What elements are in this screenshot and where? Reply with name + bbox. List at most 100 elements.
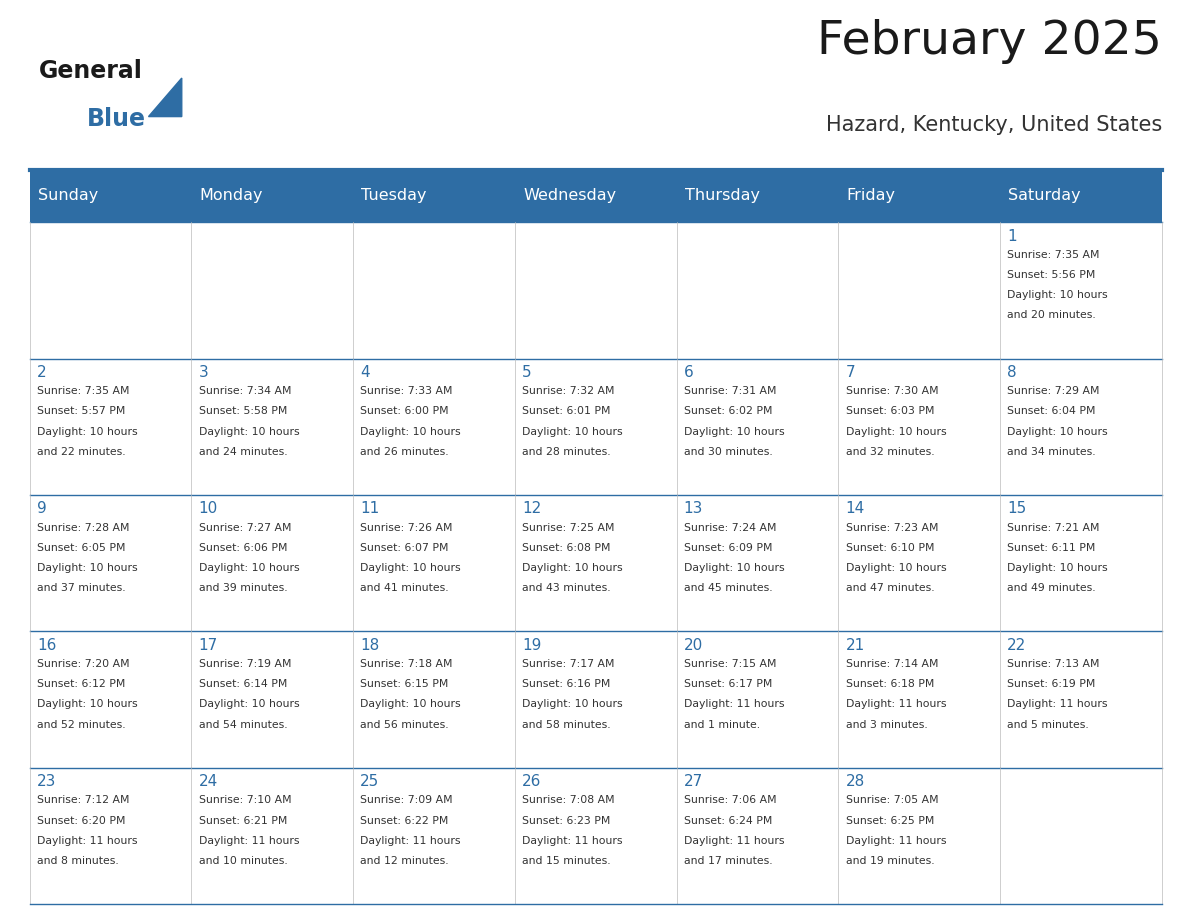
Bar — [677, 495, 839, 632]
Bar — [30, 495, 191, 632]
Text: Daylight: 10 hours: Daylight: 10 hours — [37, 427, 138, 436]
Text: Sunrise: 7:35 AM: Sunrise: 7:35 AM — [37, 386, 129, 396]
Text: Sunday: Sunday — [38, 188, 99, 204]
Text: 6: 6 — [684, 365, 694, 380]
Text: Daylight: 10 hours: Daylight: 10 hours — [522, 427, 623, 436]
Text: 27: 27 — [684, 774, 703, 789]
Text: 8: 8 — [1007, 365, 1017, 380]
Text: Sunset: 6:06 PM: Sunset: 6:06 PM — [198, 543, 287, 553]
Text: and 24 minutes.: and 24 minutes. — [198, 447, 287, 456]
Text: 26: 26 — [522, 774, 542, 789]
Bar — [353, 767, 514, 904]
Text: 3: 3 — [198, 365, 208, 380]
Text: Daylight: 10 hours: Daylight: 10 hours — [360, 427, 461, 436]
Bar — [30, 222, 191, 359]
Text: 5: 5 — [522, 365, 532, 380]
Text: and 8 minutes.: and 8 minutes. — [37, 856, 119, 866]
Text: Monday: Monday — [200, 188, 264, 204]
Text: and 10 minutes.: and 10 minutes. — [198, 856, 287, 866]
Text: 22: 22 — [1007, 638, 1026, 653]
Bar — [1000, 632, 1162, 767]
Text: Sunset: 6:07 PM: Sunset: 6:07 PM — [360, 543, 449, 553]
Text: Daylight: 10 hours: Daylight: 10 hours — [522, 700, 623, 710]
Text: and 12 minutes.: and 12 minutes. — [360, 856, 449, 866]
Text: Daylight: 11 hours: Daylight: 11 hours — [846, 700, 946, 710]
Text: Sunset: 5:57 PM: Sunset: 5:57 PM — [37, 407, 125, 416]
Bar — [191, 632, 353, 767]
Text: and 26 minutes.: and 26 minutes. — [360, 447, 449, 456]
Text: Daylight: 10 hours: Daylight: 10 hours — [198, 563, 299, 573]
Bar — [191, 767, 353, 904]
Text: Daylight: 10 hours: Daylight: 10 hours — [1007, 290, 1108, 300]
Bar — [677, 767, 839, 904]
Text: Sunrise: 7:23 AM: Sunrise: 7:23 AM — [846, 522, 939, 532]
Bar — [677, 359, 839, 495]
Text: 21: 21 — [846, 638, 865, 653]
Text: Sunset: 6:16 PM: Sunset: 6:16 PM — [522, 679, 611, 689]
Text: 28: 28 — [846, 774, 865, 789]
Bar — [191, 359, 353, 495]
Text: Sunrise: 7:31 AM: Sunrise: 7:31 AM — [684, 386, 776, 396]
Text: 9: 9 — [37, 501, 46, 517]
Text: Daylight: 10 hours: Daylight: 10 hours — [846, 563, 946, 573]
Text: Sunrise: 7:10 AM: Sunrise: 7:10 AM — [198, 795, 291, 805]
Text: Sunrise: 7:35 AM: Sunrise: 7:35 AM — [1007, 250, 1100, 260]
Text: Sunrise: 7:29 AM: Sunrise: 7:29 AM — [1007, 386, 1100, 396]
Text: 7: 7 — [846, 365, 855, 380]
Text: and 54 minutes.: and 54 minutes. — [198, 720, 287, 730]
Text: 14: 14 — [846, 501, 865, 517]
Text: Sunset: 6:15 PM: Sunset: 6:15 PM — [360, 679, 449, 689]
Text: 4: 4 — [360, 365, 369, 380]
Bar — [1000, 359, 1162, 495]
Bar — [839, 359, 1000, 495]
Text: Sunset: 6:02 PM: Sunset: 6:02 PM — [684, 407, 772, 416]
Text: Daylight: 11 hours: Daylight: 11 hours — [846, 835, 946, 845]
Text: Daylight: 11 hours: Daylight: 11 hours — [1007, 700, 1107, 710]
Text: Daylight: 11 hours: Daylight: 11 hours — [684, 700, 784, 710]
Polygon shape — [148, 78, 182, 117]
Text: 25: 25 — [360, 774, 379, 789]
Text: Sunrise: 7:15 AM: Sunrise: 7:15 AM — [684, 659, 776, 669]
Bar — [191, 222, 353, 359]
Text: Sunset: 6:10 PM: Sunset: 6:10 PM — [846, 543, 934, 553]
Bar — [839, 495, 1000, 632]
Text: Sunset: 6:23 PM: Sunset: 6:23 PM — [522, 815, 611, 825]
Text: Sunset: 6:03 PM: Sunset: 6:03 PM — [846, 407, 934, 416]
Bar — [1000, 767, 1162, 904]
Text: Sunrise: 7:24 AM: Sunrise: 7:24 AM — [684, 522, 776, 532]
Text: Sunset: 6:09 PM: Sunset: 6:09 PM — [684, 543, 772, 553]
Text: Sunset: 6:21 PM: Sunset: 6:21 PM — [198, 815, 287, 825]
Bar — [30, 767, 191, 904]
Text: 11: 11 — [360, 501, 379, 517]
Text: Sunrise: 7:25 AM: Sunrise: 7:25 AM — [522, 522, 614, 532]
Text: 16: 16 — [37, 638, 56, 653]
Text: and 30 minutes.: and 30 minutes. — [684, 447, 772, 456]
Text: Sunrise: 7:26 AM: Sunrise: 7:26 AM — [360, 522, 453, 532]
Text: and 17 minutes.: and 17 minutes. — [684, 856, 772, 866]
Text: 23: 23 — [37, 774, 56, 789]
Text: 18: 18 — [360, 638, 379, 653]
Text: Daylight: 10 hours: Daylight: 10 hours — [198, 427, 299, 436]
Text: Sunset: 6:17 PM: Sunset: 6:17 PM — [684, 679, 772, 689]
Text: Blue: Blue — [87, 107, 146, 131]
Text: Sunrise: 7:33 AM: Sunrise: 7:33 AM — [360, 386, 453, 396]
Text: 2: 2 — [37, 365, 46, 380]
Text: 15: 15 — [1007, 501, 1026, 517]
Text: Sunrise: 7:14 AM: Sunrise: 7:14 AM — [846, 659, 939, 669]
Text: General: General — [39, 59, 143, 83]
Text: Sunrise: 7:34 AM: Sunrise: 7:34 AM — [198, 386, 291, 396]
Text: Thursday: Thursday — [685, 188, 760, 204]
Text: Daylight: 11 hours: Daylight: 11 hours — [684, 835, 784, 845]
Text: Sunset: 6:24 PM: Sunset: 6:24 PM — [684, 815, 772, 825]
Text: Sunset: 5:56 PM: Sunset: 5:56 PM — [1007, 270, 1095, 280]
Bar — [839, 767, 1000, 904]
Text: Hazard, Kentucky, United States: Hazard, Kentucky, United States — [826, 115, 1162, 135]
Text: 10: 10 — [198, 501, 217, 517]
Text: Sunset: 6:19 PM: Sunset: 6:19 PM — [1007, 679, 1095, 689]
Bar — [1000, 222, 1162, 359]
Bar — [514, 632, 677, 767]
Text: and 34 minutes.: and 34 minutes. — [1007, 447, 1095, 456]
Text: Friday: Friday — [847, 188, 896, 204]
Text: Daylight: 11 hours: Daylight: 11 hours — [522, 835, 623, 845]
Text: Sunset: 6:14 PM: Sunset: 6:14 PM — [198, 679, 287, 689]
